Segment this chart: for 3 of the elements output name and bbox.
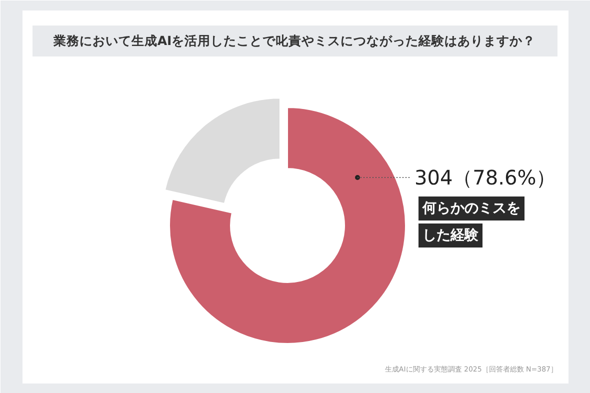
chart-title: 業務において生成AIを活用したことで叱責やミスにつながった経験はありますか？ [52, 33, 536, 48]
slice-label: 何らかのミスをした経験 [422, 200, 520, 244]
data-label: 304（78.6%） [414, 166, 556, 190]
